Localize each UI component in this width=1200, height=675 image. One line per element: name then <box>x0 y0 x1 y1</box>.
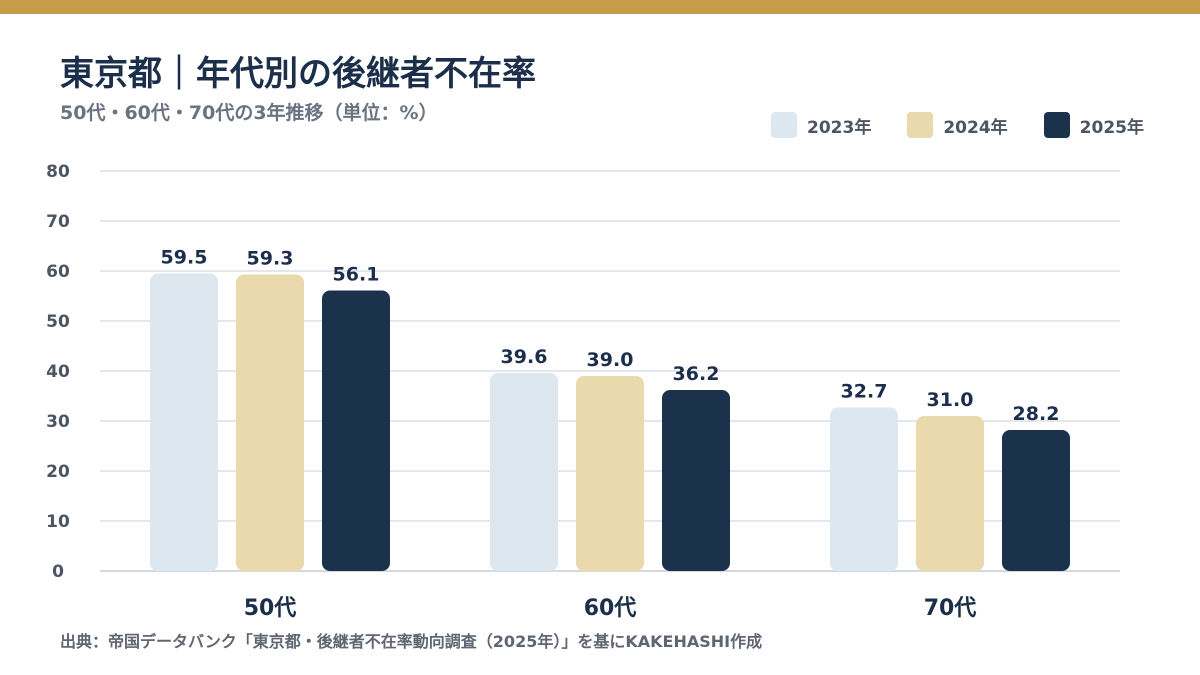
chart-subtitle: 50代・60代・70代の3年推移（単位：%） <box>60 102 438 124</box>
bar-2023年-70代 <box>830 407 898 571</box>
chart-title: 東京都｜年代別の後継者不在率 <box>60 54 536 94</box>
data-label: 36.2 <box>673 363 720 385</box>
bar-2025年-60代 <box>662 390 730 571</box>
y-tick-label: 80 <box>46 162 70 182</box>
legend: 2023年 2024年 2025年 <box>771 112 1144 138</box>
bar-2025年-70代 <box>1002 430 1070 571</box>
bar-2024年-50代 <box>236 274 304 571</box>
y-tick-label: 50 <box>46 312 70 332</box>
data-label: 28.2 <box>1013 403 1060 425</box>
y-tick-label: 60 <box>46 262 70 282</box>
y-tick-label: 70 <box>46 212 70 232</box>
y-tick-label: 0 <box>52 562 64 582</box>
bar-2024年-60代 <box>576 376 644 571</box>
source-note: 出典：帝国データバンク「東京都・後継者不在率動向調査（2025年）」を基にKAK… <box>60 632 763 651</box>
data-label: 31.0 <box>927 389 974 411</box>
legend-swatch-2024 <box>907 112 934 138</box>
data-label: 32.7 <box>841 381 888 403</box>
y-tick-label: 10 <box>46 512 70 532</box>
bar-2023年-50代 <box>150 273 218 571</box>
bar-2024年-70代 <box>916 416 984 571</box>
legend-swatch-2025 <box>1043 112 1070 138</box>
data-label: 39.6 <box>501 346 548 368</box>
legend-label-2023: 2023年 <box>807 117 872 138</box>
data-label: 56.1 <box>333 264 380 286</box>
x-category-label: 50代 <box>244 596 297 621</box>
x-category-label: 60代 <box>584 596 637 621</box>
data-label: 59.3 <box>247 248 294 270</box>
bar-2023年-60代 <box>490 373 558 571</box>
legend-item-2023: 2023年 <box>771 112 871 138</box>
legend-item-2025: 2025年 <box>1043 112 1144 138</box>
bar-2025年-50代 <box>322 290 390 571</box>
legend-item-2024: 2024年 <box>907 112 1008 138</box>
x-category-label: 70代 <box>924 596 977 621</box>
data-label: 39.0 <box>587 349 634 371</box>
y-tick-label: 30 <box>46 412 70 432</box>
legend-label-2025: 2025年 <box>1079 117 1144 138</box>
top-accent-bar <box>0 0 1200 14</box>
y-tick-label: 40 <box>46 362 70 382</box>
y-tick-label: 20 <box>46 462 70 482</box>
data-label: 59.5 <box>161 247 208 269</box>
legend-swatch-2023 <box>771 112 798 138</box>
legend-label-2024: 2024年 <box>943 117 1008 138</box>
